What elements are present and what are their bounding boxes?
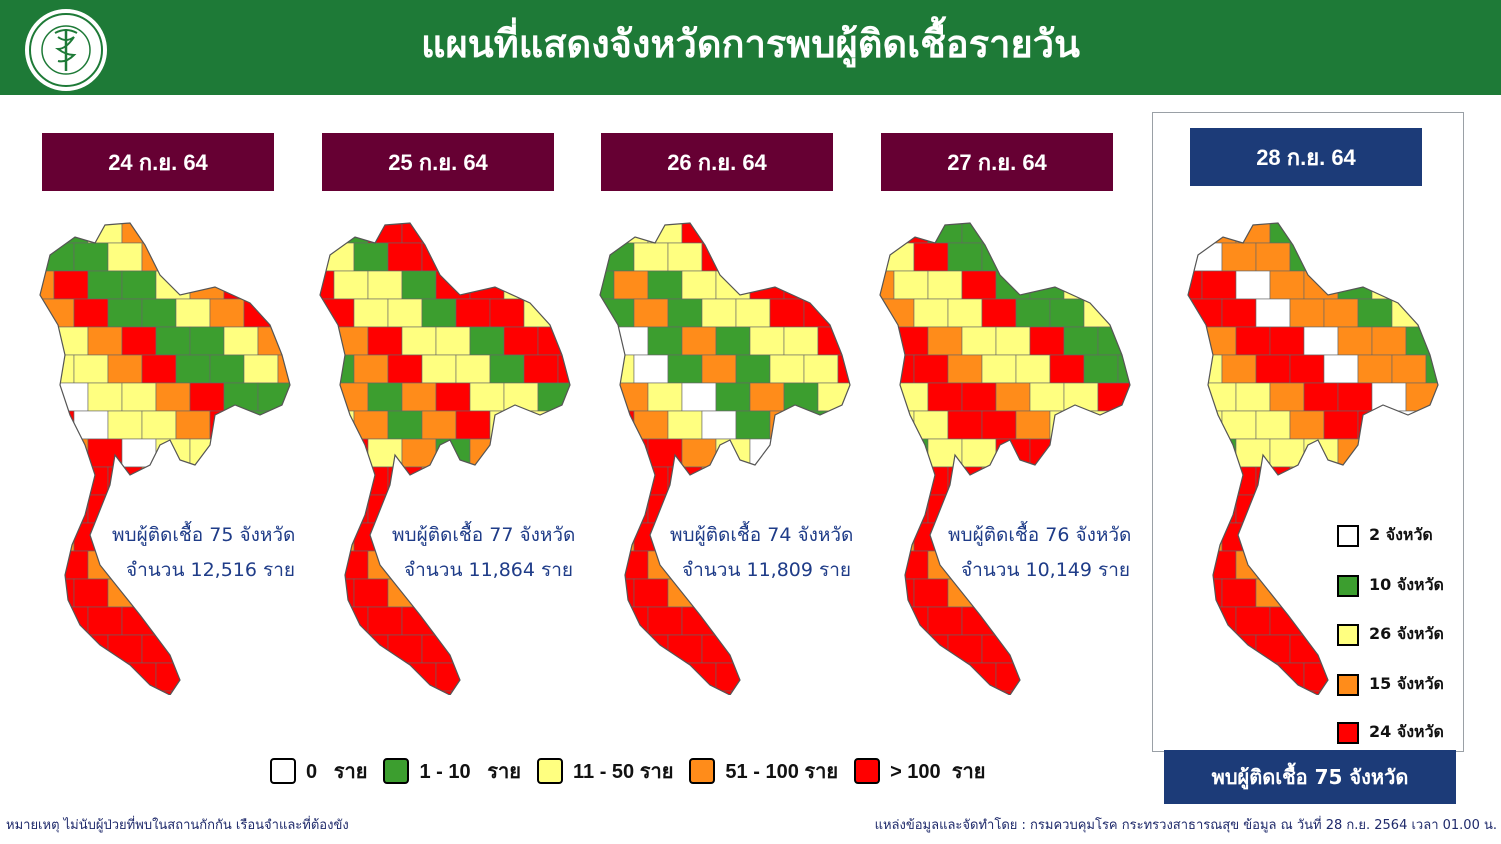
legend-label: 0 ราย <box>306 761 368 783</box>
date-box-day2: 25 ก.ย. 64 <box>322 133 554 191</box>
legend-swatch <box>270 758 296 784</box>
current-legend-label: 24 จังหวัด <box>1369 722 1444 741</box>
legend-item-51-100: 51 - 100 ราย <box>689 755 838 787</box>
current-legend-label: 15 จังหวัด <box>1369 674 1444 693</box>
legend-label: 51 - 100 ราย <box>725 761 839 783</box>
legend-item-over-100: > 100 ราย <box>854 755 985 787</box>
footnote-note: หมายเหตุ ไม่นับผู้ป่วยที่พบในสถานกักกัน … <box>6 818 349 833</box>
legend-swatch <box>689 758 716 784</box>
current-legend-label: 26 จังหวัด <box>1369 624 1444 643</box>
legend-label: 11 - 50 ราย <box>573 761 674 783</box>
date-box-day1: 24 ก.ย. 64 <box>42 133 274 191</box>
current-legend-label: 2 จังหวัด <box>1369 525 1433 544</box>
current-legend-row: 2 จังหวัด <box>1337 523 1433 548</box>
legend-swatch-none <box>1337 524 1359 547</box>
legend-item-11-50: 11 - 50 ราย <box>537 755 673 787</box>
date-box-day4: 27 ก.ย. 64 <box>881 133 1113 191</box>
summary-box: พบผู้ติดเชื้อ 75 จังหวัด <box>1164 750 1456 804</box>
map-day4 <box>860 215 1140 695</box>
page-title: แผนที่แสดงจังหวัดการพบผู้ติดเชื้อรายวัน <box>420 22 1081 66</box>
legend-label: > 100 ราย <box>890 761 986 783</box>
day2-count-text: จำนวน 11,864 ราย <box>404 559 574 581</box>
current-legend-label: 10 จังหวัด <box>1369 575 1444 594</box>
current-legend-row: 24 จังหวัด <box>1337 720 1444 745</box>
color-legend: 0 ราย 1 - 10 ราย 11 - 50 ราย 51 - 100 รา… <box>270 755 1001 787</box>
legend-swatch-yellow <box>1337 623 1359 646</box>
legend-swatch <box>854 758 881 784</box>
current-legend-row: 26 จังหวัด <box>1337 622 1444 647</box>
legend-swatch <box>383 758 410 784</box>
map-day1 <box>20 215 300 695</box>
legend-swatch-green <box>1337 574 1359 597</box>
legend-swatch <box>537 758 563 784</box>
day4-count-text: จำนวน 10,149 ราย <box>961 559 1131 581</box>
header-bar: แผนที่แสดงจังหวัดการพบผู้ติดเชื้อรายวัน <box>0 0 1501 95</box>
day1-provinces-text: พบผู้ติดเชื้อ 75 จังหวัด <box>112 524 296 546</box>
date-box-current: 28 ก.ย. 64 <box>1190 128 1422 186</box>
map-day2 <box>300 215 580 695</box>
legend-swatch-red <box>1337 721 1359 744</box>
legend-item-1-10: 1 - 10 ราย <box>383 755 521 787</box>
legend-label: 1 - 10 ราย <box>419 761 521 783</box>
legend-item-zero: 0 ราย <box>270 755 367 787</box>
day1-count-text: จำนวน 12,516 ราย <box>126 559 296 581</box>
day3-count-text: จำนวน 11,809 ราย <box>682 559 852 581</box>
current-legend-row: 15 จังหวัด <box>1337 672 1444 697</box>
legend-swatch-orange <box>1337 673 1359 696</box>
day4-provinces-text: พบผู้ติดเชื้อ 76 จังหวัด <box>948 524 1132 546</box>
ministry-logo <box>22 6 110 94</box>
date-box-day3: 26 ก.ย. 64 <box>601 133 833 191</box>
day2-provinces-text: พบผู้ติดเชื้อ 77 จังหวัด <box>392 524 576 546</box>
footnote-source: แหล่งข้อมูลและจัดทำโดย : กรมควบคุมโรค กร… <box>874 818 1497 833</box>
map-day3 <box>580 215 860 695</box>
map-current <box>1168 215 1448 695</box>
day3-provinces-text: พบผู้ติดเชื้อ 74 จังหวัด <box>670 524 854 546</box>
current-legend-row: 10 จังหวัด <box>1337 573 1444 598</box>
